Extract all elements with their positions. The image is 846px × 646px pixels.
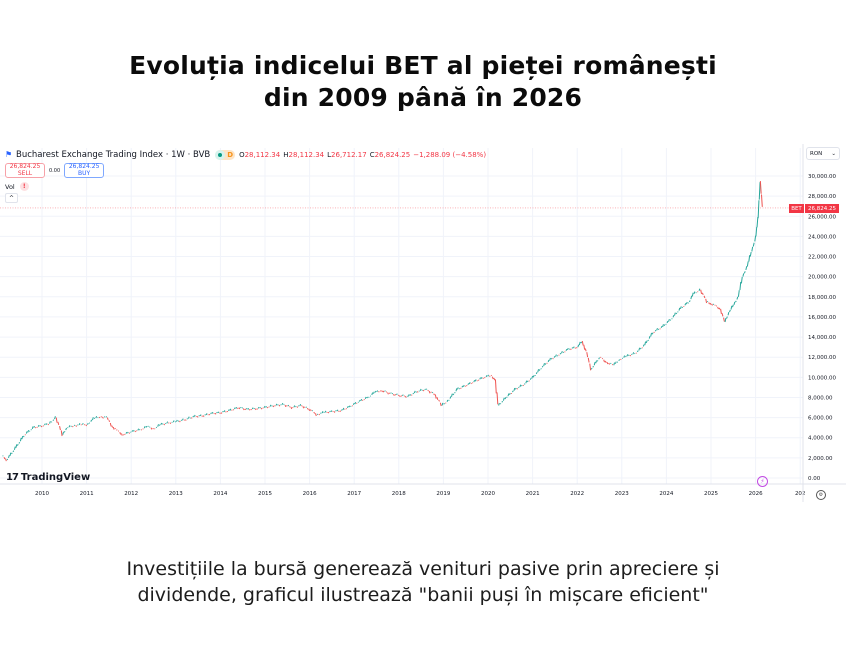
caption-line-1: Investițiile la bursă generează venituri… bbox=[126, 558, 720, 580]
svg-text:2012: 2012 bbox=[124, 491, 138, 497]
svg-text:22,000.00: 22,000.00 bbox=[808, 255, 836, 261]
svg-text:4,000.00: 4,000.00 bbox=[808, 436, 833, 442]
svg-text:2026: 2026 bbox=[749, 491, 763, 497]
warning-icon[interactable]: ! bbox=[19, 182, 29, 191]
svg-text:24,000.00: 24,000.00 bbox=[808, 234, 836, 240]
svg-text:2024: 2024 bbox=[659, 491, 673, 497]
buy-button[interactable]: 26,824.25 BUY bbox=[64, 163, 105, 178]
volume-label: Vol bbox=[5, 182, 15, 191]
lightning-icon[interactable]: ⚡ bbox=[757, 476, 768, 487]
chart-legend: ⚑ Bucharest Exchange Trading Index · 1W … bbox=[5, 148, 489, 162]
svg-text:16,000.00: 16,000.00 bbox=[808, 315, 836, 321]
caption-line-2: dividende, graficul ilustrează "banii pu… bbox=[137, 584, 709, 606]
tradingview-text: TradingView bbox=[20, 472, 91, 483]
collapse-legend-button[interactable]: ^ bbox=[5, 193, 18, 203]
svg-text:2014: 2014 bbox=[213, 491, 227, 497]
spread-value: 0.00 bbox=[49, 167, 61, 174]
title-line-1: Evoluția indicelui BET al pieței româneș… bbox=[129, 51, 717, 80]
svg-text:2025: 2025 bbox=[704, 491, 718, 497]
ohlc-low: L26,712.17 bbox=[327, 151, 367, 159]
svg-text:2016: 2016 bbox=[303, 491, 317, 497]
data-status-letter: D bbox=[227, 151, 234, 159]
svg-text:2013: 2013 bbox=[169, 491, 183, 497]
svg-text:12,000.00: 12,000.00 bbox=[808, 355, 836, 361]
chart-panel[interactable]: 30,000.00 28,000.00 26,000.00 24,000.00 22,0… bbox=[0, 144, 846, 502]
page-title: Evoluția indicelui BET al pieței româneș… bbox=[0, 50, 846, 114]
last-price-tag: 26,824.25 bbox=[805, 204, 839, 213]
currency-select[interactable]: RON ⌄ bbox=[806, 147, 840, 160]
ohlc-high: H28,112.34 bbox=[283, 151, 325, 159]
svg-text:2023: 2023 bbox=[615, 491, 629, 497]
buy-label: BUY bbox=[78, 169, 91, 177]
svg-text:2017: 2017 bbox=[347, 491, 361, 497]
tradingview-logo[interactable]: 17 TradingView bbox=[6, 472, 90, 483]
tradingview-mark-icon: 17 bbox=[6, 472, 19, 483]
svg-text:2019: 2019 bbox=[436, 491, 450, 497]
ohlc-close: C26,824.25 bbox=[369, 151, 411, 159]
svg-text:2,000.00: 2,000.00 bbox=[808, 456, 833, 462]
svg-text:2021: 2021 bbox=[526, 491, 540, 497]
sell-price: 26,824.25 bbox=[9, 163, 41, 170]
svg-text:2010: 2010 bbox=[35, 491, 49, 497]
svg-text:2015: 2015 bbox=[258, 491, 272, 497]
market-open-dot-icon bbox=[215, 150, 226, 160]
settings-icon[interactable]: ⚙ bbox=[816, 490, 826, 500]
ohlc-change: −1,288.09 (−4.58%) bbox=[413, 151, 487, 159]
sell-label: SELL bbox=[17, 169, 33, 177]
svg-text:2022: 2022 bbox=[570, 491, 584, 497]
svg-text:2018: 2018 bbox=[392, 491, 406, 497]
trade-buttons: 26,824.25 SELL 0.00 26,824.25 BUY bbox=[5, 163, 105, 178]
chevron-up-icon: ^ bbox=[8, 194, 15, 202]
svg-text:26,000.00: 26,000.00 bbox=[808, 214, 836, 220]
currency-value: RON bbox=[810, 150, 823, 157]
volume-indicator[interactable]: Vol ! bbox=[5, 182, 29, 191]
svg-text:6,000.00: 6,000.00 bbox=[808, 416, 833, 422]
svg-text:20,000.00: 20,000.00 bbox=[808, 275, 836, 281]
market-status[interactable]: D bbox=[215, 150, 236, 160]
ohlc-open: O28,112.34 bbox=[239, 151, 281, 159]
svg-text:10,000.00: 10,000.00 bbox=[808, 375, 836, 381]
svg-text:202: 202 bbox=[795, 491, 806, 497]
svg-text:30,000.00: 30,000.00 bbox=[808, 174, 836, 180]
svg-text:14,000.00: 14,000.00 bbox=[808, 335, 836, 341]
svg-text:8,000.00: 8,000.00 bbox=[808, 395, 833, 401]
svg-text:28,000.00: 28,000.00 bbox=[808, 194, 836, 200]
chevron-down-icon: ⌄ bbox=[831, 150, 836, 157]
symbol-price-tag: BET bbox=[789, 204, 804, 213]
svg-text:2011: 2011 bbox=[80, 491, 94, 497]
buy-price: 26,824.25 bbox=[68, 163, 100, 170]
symbol-title[interactable]: Bucharest Exchange Trading Index · 1W · … bbox=[16, 150, 211, 160]
price-chart[interactable]: 30,000.00 28,000.00 26,000.00 24,000.00 22,0… bbox=[0, 144, 846, 502]
flag-icon: ⚑ bbox=[5, 150, 13, 159]
sell-button[interactable]: 26,824.25 SELL bbox=[5, 163, 45, 178]
svg-text:18,000.00: 18,000.00 bbox=[808, 295, 836, 301]
svg-text:2020: 2020 bbox=[481, 491, 495, 497]
svg-text:0.00: 0.00 bbox=[808, 476, 821, 482]
caption: Investițiile la bursă generează venituri… bbox=[0, 556, 846, 608]
title-line-2: din 2009 până în 2026 bbox=[263, 83, 583, 112]
